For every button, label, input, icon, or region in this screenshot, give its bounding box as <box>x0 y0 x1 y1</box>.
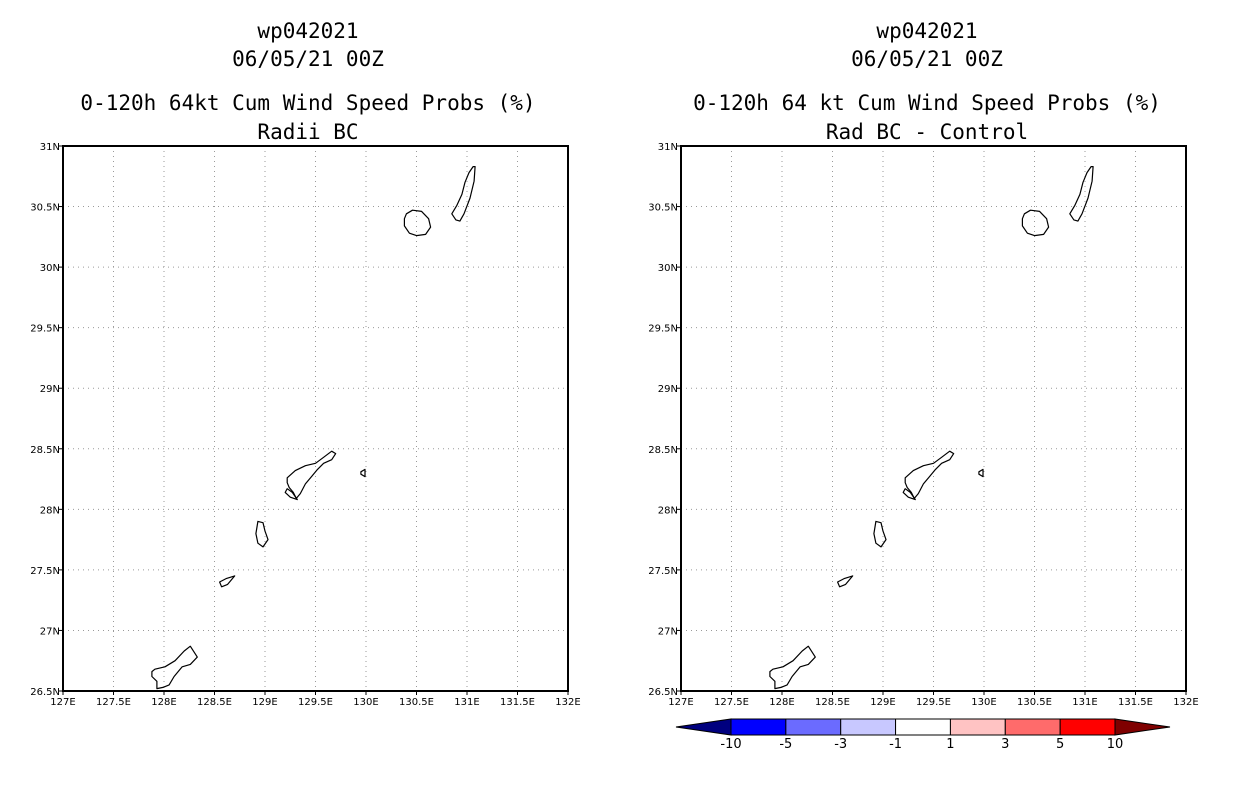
left-coastline-3 <box>284 488 298 501</box>
left-x-tick-label-3: 128.5E <box>197 697 232 708</box>
left-x-axis: 127E 127.5E 128E 128.5E 129E 129.5E 130E 130.5E… <box>50 691 581 708</box>
colorbar-label-1: -5 <box>779 737 792 752</box>
colorbar-label-0: -10 <box>720 737 741 752</box>
right-x-tick-label-5: 129.5E <box>916 697 951 708</box>
right-coastline-6 <box>837 575 854 588</box>
left-y-tick-label-9: 31N <box>40 142 60 153</box>
left-coastline-1 <box>451 166 476 222</box>
colorbar-bin-6 <box>1004 718 1061 736</box>
colorbar-label-4: 1 <box>946 737 954 752</box>
right-panel: wp042021 06/05/21 00Z 0-120h 64 kt Cum W… <box>648 19 1198 752</box>
colorbar-max-extend <box>1114 718 1171 736</box>
right-y-tick-label-3: 28N <box>658 505 678 516</box>
right-y-tick-label-5: 29N <box>658 384 678 395</box>
right-coastline-3 <box>902 488 916 501</box>
right-coastline-7 <box>769 645 816 690</box>
right-y-tick-label-1: 27N <box>658 626 678 637</box>
left-gridlines <box>63 146 568 691</box>
right-coastline-2 <box>904 450 955 499</box>
right-y-tick-label-4: 28.5N <box>648 445 678 456</box>
right-title-line-4: Rad BC - Control <box>826 120 1028 144</box>
right-coastline-0 <box>1021 209 1050 237</box>
right-coastline-1 <box>1069 166 1094 222</box>
right-title-line-1: wp042021 <box>876 19 977 43</box>
left-x-tick-label-10: 132E <box>555 697 580 708</box>
left-title-line-1: wp042021 <box>257 19 358 43</box>
left-y-tick-label-8: 30.5N <box>30 203 60 214</box>
right-x-tick-label-10: 132E <box>1173 697 1198 708</box>
right-x-tick-label-2: 128E <box>769 697 794 708</box>
right-y-tick-label-0: 26.5N <box>648 687 678 698</box>
left-coastline-5 <box>255 520 269 548</box>
colorbar-bin-1 <box>730 718 787 736</box>
right-title-line-2: 06/05/21 00Z <box>851 47 1003 71</box>
left-y-tick-label-6: 29.5N <box>30 324 60 335</box>
colorbar-bin-7 <box>1059 718 1116 736</box>
left-y-tick-label-4: 28.5N <box>30 445 60 456</box>
right-plot-frame <box>680 145 1187 692</box>
left-coastline-6 <box>219 575 236 588</box>
left-plot-frame <box>62 145 569 692</box>
colorbar: -10 -5 -3 -1 1 3 5 10 <box>675 718 1171 752</box>
colorbar-min-extend <box>675 718 732 736</box>
left-coastline-2 <box>286 450 337 499</box>
right-coastlines <box>769 166 1094 690</box>
colorbar-label-6: 5 <box>1056 737 1064 752</box>
colorbar-bin-5 <box>949 718 1006 736</box>
right-coastline-4 <box>978 468 984 478</box>
right-y-tick-label-9: 31N <box>658 142 678 153</box>
left-title-line-2: 06/05/21 00Z <box>232 47 384 71</box>
left-x-tick-label-2: 128E <box>151 697 176 708</box>
right-x-tick-label-3: 128.5E <box>815 697 850 708</box>
left-y-tick-label-1: 27N <box>40 626 60 637</box>
left-coastlines <box>151 166 476 690</box>
colorbar-bin-4 <box>895 718 951 736</box>
right-x-tick-label-8: 131E <box>1072 697 1097 708</box>
colorbar-label-2: -3 <box>834 737 847 752</box>
colorbar-bin-2 <box>785 718 842 736</box>
left-x-tick-label-8: 131E <box>454 697 479 708</box>
colorbar-label-7: 10 <box>1107 737 1124 752</box>
right-y-tick-label-2: 27.5N <box>648 566 678 577</box>
right-x-tick-label-9: 131.5E <box>1118 697 1153 708</box>
right-y-tick-label-8: 30.5N <box>648 203 678 214</box>
right-x-axis: 127E 127.5E 128E 128.5E 129E 129.5E 130E 130.5E… <box>668 691 1199 708</box>
left-y-tick-label-2: 27.5N <box>30 566 60 577</box>
right-title-line-3: 0-120h 64 kt Cum Wind Speed Probs (%) <box>693 91 1161 115</box>
right-y-tick-label-6: 29.5N <box>648 324 678 335</box>
left-title-line-4: Radii BC <box>257 120 358 144</box>
left-coastline-4 <box>360 468 366 478</box>
right-x-tick-label-6: 130E <box>971 697 996 708</box>
colorbar-label-5: 3 <box>1001 737 1009 752</box>
right-coastline-5 <box>873 520 887 548</box>
left-title-line-3: 0-120h 64kt Cum Wind Speed Probs (%) <box>80 91 535 115</box>
right-x-tick-label-4: 129E <box>870 697 895 708</box>
left-panel: wp042021 06/05/21 00Z 0-120h 64kt Cum Wi… <box>30 19 580 708</box>
left-x-tick-label-6: 130E <box>353 697 378 708</box>
colorbar-label-3: -1 <box>889 737 902 752</box>
left-y-tick-label-0: 26.5N <box>30 687 60 698</box>
left-y-tick-label-3: 28N <box>40 505 60 516</box>
right-y-axis: 26.5N 27N 27.5N 28N 28.5N 29N 29.5N 30N 30.5N 31N <box>648 142 681 698</box>
right-x-tick-label-1: 127.5E <box>714 697 749 708</box>
left-x-tick-label-5: 129.5E <box>298 697 333 708</box>
left-x-tick-label-9: 131.5E <box>500 697 535 708</box>
right-y-tick-label-7: 30N <box>658 263 678 274</box>
right-x-tick-label-0: 127E <box>668 697 693 708</box>
left-x-tick-label-0: 127E <box>50 697 75 708</box>
right-x-tick-label-7: 130.5E <box>1017 697 1052 708</box>
left-y-tick-label-5: 29N <box>40 384 60 395</box>
left-y-axis: 26.5N 27N 27.5N 28N 28.5N 29N 29.5N 30N 30.5N 31N <box>30 142 63 698</box>
left-x-tick-label-7: 130.5E <box>399 697 434 708</box>
right-gridlines <box>681 146 1186 691</box>
left-coastline-7 <box>151 645 198 690</box>
left-x-tick-label-1: 127.5E <box>96 697 131 708</box>
left-coastline-0 <box>403 209 432 237</box>
left-y-tick-label-7: 30N <box>40 263 60 274</box>
left-x-tick-label-4: 129E <box>252 697 277 708</box>
colorbar-bin-3 <box>840 718 897 736</box>
